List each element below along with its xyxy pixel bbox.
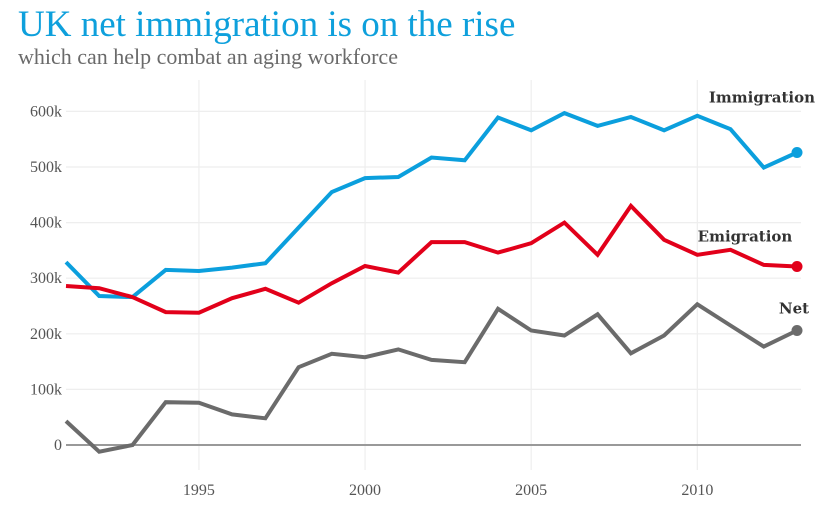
emigration-point xyxy=(463,240,467,244)
immigration-point xyxy=(496,116,500,120)
y-tick-label: 600k xyxy=(30,103,62,120)
net-point xyxy=(230,412,234,416)
y-tick-label: 200k xyxy=(30,326,62,343)
immigration-point xyxy=(662,128,666,132)
net-line xyxy=(64,301,798,454)
net-point xyxy=(363,355,367,359)
chart-subtitle: which can help combat an aging workforce xyxy=(18,44,398,69)
y-tick-label: 100k xyxy=(30,381,62,398)
emigration-point xyxy=(695,253,699,257)
net-point xyxy=(97,450,101,454)
emigration-point xyxy=(596,253,600,257)
immigration-point xyxy=(164,268,168,272)
emigration-point xyxy=(729,248,733,252)
y-tick-label: 400k xyxy=(30,215,62,232)
immigration-point xyxy=(97,294,101,298)
net-point xyxy=(130,443,134,447)
immigration-point xyxy=(64,260,68,264)
x-gridlines xyxy=(198,80,698,470)
emigration-point xyxy=(662,238,666,242)
y-gridlines xyxy=(66,110,801,390)
emigration-point xyxy=(330,281,334,285)
immigration-point xyxy=(197,269,201,273)
immigration-point xyxy=(363,176,367,180)
immigration-point xyxy=(430,156,434,160)
immigration-point xyxy=(596,124,600,128)
x-axis-ticks: 1995 2000 2005 2010 xyxy=(183,482,713,499)
x-tick-label: 1995 xyxy=(183,482,215,499)
series-labels: Immigration Emigration Net xyxy=(698,89,815,318)
immigration-line xyxy=(64,110,798,300)
net-point xyxy=(496,307,500,311)
y-tick-label: 300k xyxy=(30,270,62,287)
net-point xyxy=(263,416,267,420)
immigration-point xyxy=(263,261,267,265)
net-point xyxy=(297,365,301,369)
net-point xyxy=(197,401,201,405)
immigration-point xyxy=(330,190,334,194)
net-point xyxy=(529,328,533,332)
net-point xyxy=(396,347,400,351)
immigration-point xyxy=(629,115,633,119)
x-tick-label: 2000 xyxy=(349,482,381,499)
immigration-point xyxy=(729,127,733,131)
immigration-point xyxy=(562,111,566,115)
net-point xyxy=(330,352,334,356)
emigration-line xyxy=(65,202,798,315)
series-lines xyxy=(64,110,803,454)
emigration-point xyxy=(97,286,101,290)
emigration-point xyxy=(562,221,566,225)
immigration-end-dot xyxy=(791,147,803,159)
emigration-point xyxy=(430,240,434,244)
immigration-label: Immigration xyxy=(709,89,815,107)
immigration-point xyxy=(529,128,533,132)
net-point xyxy=(695,302,699,306)
emigration-point xyxy=(529,241,533,245)
emigration-point xyxy=(363,264,367,268)
x-tick-label: 2010 xyxy=(681,482,713,499)
emigration-end-dot xyxy=(791,261,803,273)
net-point xyxy=(430,358,434,362)
net-end-dot xyxy=(791,324,803,336)
net-point xyxy=(64,419,68,423)
x-tick-label: 2005 xyxy=(515,482,547,499)
immigration-point xyxy=(396,175,400,179)
immigration-point xyxy=(463,158,467,162)
net-label: Net xyxy=(779,299,809,317)
net-point xyxy=(596,312,600,316)
y-axis-ticks: 0 100k 200k 300k 400k 500k 600k xyxy=(30,103,62,454)
net-point xyxy=(662,333,666,337)
emigration-point xyxy=(762,263,766,267)
net-point xyxy=(562,333,566,337)
net-point xyxy=(729,323,733,327)
immigration-point xyxy=(695,114,699,118)
emigration-label: Emigration xyxy=(698,228,793,246)
emigration-point xyxy=(396,271,400,275)
emigration-point xyxy=(629,204,633,208)
immigration-point xyxy=(230,266,234,270)
y-tick-label: 0 xyxy=(54,437,62,454)
immigration-point xyxy=(297,226,301,230)
emigration-point xyxy=(64,284,68,288)
emigration-point xyxy=(297,301,301,305)
chart-title: UK net immigration is on the rise xyxy=(18,4,516,45)
net-point xyxy=(463,360,467,364)
y-tick-label: 500k xyxy=(30,159,62,176)
emigration-point xyxy=(230,296,234,300)
net-point xyxy=(629,351,633,355)
net-point xyxy=(762,345,766,349)
net-point xyxy=(164,400,168,404)
emigration-point xyxy=(164,310,168,314)
emigration-point xyxy=(130,295,134,299)
emigration-point xyxy=(197,311,201,315)
immigration-point xyxy=(762,166,766,170)
emigration-point xyxy=(496,251,500,255)
emigration-point xyxy=(263,287,267,291)
